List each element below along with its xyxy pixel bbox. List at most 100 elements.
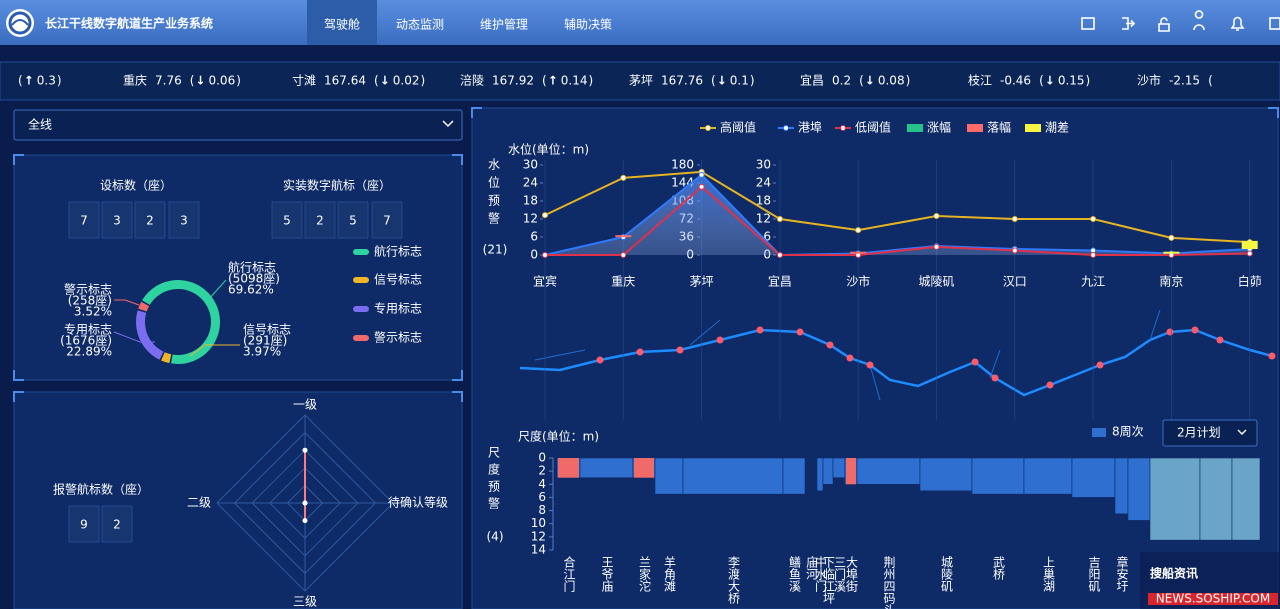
- depth-bar: [1231, 457, 1261, 541]
- y-tick-label: 12: [531, 529, 546, 543]
- icon-user[interactable]: [1193, 10, 1205, 31]
- radar-point: [302, 447, 308, 453]
- x-tick-label: 沙市: [846, 274, 870, 289]
- x-tick-label: 宜宾: [533, 274, 557, 289]
- stat-label: 报警航标数（座）: [53, 482, 149, 497]
- station-dot: [1046, 381, 1054, 389]
- series-point: [698, 183, 705, 190]
- y-tick-label: 0: [530, 248, 538, 262]
- station-dot: [796, 328, 804, 336]
- y-tick-label: 24: [523, 176, 538, 190]
- station-dot: [756, 326, 764, 334]
- y-tick-label: 30: [756, 158, 771, 172]
- tributary: [534, 349, 586, 361]
- series-line: [545, 185, 1250, 256]
- header-icons: [1081, 10, 1280, 32]
- filter-select[interactable]: [13, 109, 463, 141]
- icon-exit[interactable]: [1122, 17, 1136, 30]
- alarm-digit: 2: [113, 518, 121, 532]
- station-level: 0.2: [832, 74, 851, 88]
- x-tick-label: 九江: [1081, 275, 1105, 289]
- y-tick-label: 12: [523, 212, 538, 226]
- station-dot: [676, 346, 684, 354]
- depth-bar: [919, 457, 973, 492]
- side-count: (4): [487, 530, 504, 544]
- level-change: 0.08: [878, 74, 905, 88]
- digit-box: [134, 201, 166, 239]
- tributary: [869, 364, 881, 401]
- station-dot: [1166, 328, 1174, 336]
- y-tick-label: 0: [538, 451, 546, 465]
- digit-box: [101, 201, 133, 239]
- series-point: [776, 252, 783, 258]
- total-digit: 2: [146, 214, 154, 228]
- area-fill: [545, 174, 1250, 255]
- series-point: [1090, 252, 1097, 258]
- legend-label: 警示标志: [374, 330, 422, 345]
- series-point: [776, 216, 783, 222]
- paren: ): [1086, 74, 1091, 88]
- paren: (: [190, 74, 195, 88]
- nav-tab[interactable]: 驾驶舱: [324, 17, 360, 32]
- paren: (: [374, 74, 379, 88]
- warning-bar: [634, 458, 654, 478]
- legend-label: 涨幅: [927, 120, 951, 135]
- leader-line: [189, 344, 240, 357]
- station-level: 167.64: [324, 74, 366, 88]
- x-tick-label vert: 大埠街: [845, 556, 859, 592]
- x-tick-label vert: 李渡大桥: [727, 555, 741, 605]
- y-tick-label: 6: [763, 230, 771, 244]
- x-tick-label vert: 王爷庙: [600, 556, 614, 593]
- depth-bar: [816, 457, 824, 492]
- y-tick-label: 2: [538, 464, 546, 478]
- series-point: [698, 171, 705, 178]
- plan-select[interactable]: [1162, 419, 1258, 447]
- legend-swatch: [353, 306, 369, 312]
- y-tick-label: 18: [523, 194, 538, 208]
- logo-ring: [8, 11, 32, 35]
- alarm-digit: 9: [80, 518, 88, 532]
- corner: [13, 154, 463, 381]
- icon-lock[interactable]: [1158, 17, 1170, 32]
- series-point: [620, 252, 627, 258]
- paren: (: [542, 74, 547, 88]
- paren: ): [57, 74, 62, 88]
- logo: [6, 9, 34, 37]
- total-digit: 7: [80, 214, 88, 228]
- nav-tab[interactable]: 动态监测: [396, 18, 444, 32]
- donut-label: 航行标志: [228, 260, 276, 275]
- level-change: 0.1: [730, 74, 749, 88]
- series-point: [620, 174, 627, 181]
- header-bar: [0, 0, 1280, 45]
- x-tick-label: 重庆: [611, 275, 635, 289]
- watermark-text: 搜船资讯: [1150, 566, 1198, 581]
- x-tick-label vert: 中水门: [814, 555, 828, 592]
- trend-arrow: ↑: [548, 74, 558, 88]
- nav-tab[interactable]: 辅助决策: [564, 18, 612, 32]
- legend-swatch: [1025, 124, 1041, 132]
- station-dot: [846, 354, 854, 362]
- station-level: 167.92: [492, 74, 534, 88]
- tributary: [689, 319, 721, 346]
- depth-bar: [1023, 457, 1073, 495]
- y-tick-label: 14: [531, 543, 546, 557]
- y-tick-label: 6: [538, 490, 546, 504]
- trend-arrow: ↓: [195, 74, 205, 88]
- icon-layout[interactable]: [1081, 17, 1095, 30]
- level-change: 0.3: [37, 74, 56, 88]
- depth-bar: [654, 457, 684, 495]
- nav-tab[interactable]: 维护管理: [480, 17, 528, 32]
- paren: ): [420, 74, 425, 88]
- corner: [471, 107, 1279, 118]
- legend-dot: [783, 125, 789, 131]
- icon-bell[interactable]: [1230, 16, 1245, 31]
- donut-count: (291座): [243, 333, 287, 348]
- donut-count: (1676座): [60, 333, 112, 348]
- legend-swatch: [353, 277, 369, 283]
- legend-swatch: [353, 335, 369, 341]
- corner: [13, 391, 463, 402]
- series-point: [1011, 216, 1018, 222]
- icon-menu[interactable]: [1269, 17, 1280, 30]
- logo-wave: [11, 19, 29, 26]
- change-bar: [1163, 251, 1180, 254]
